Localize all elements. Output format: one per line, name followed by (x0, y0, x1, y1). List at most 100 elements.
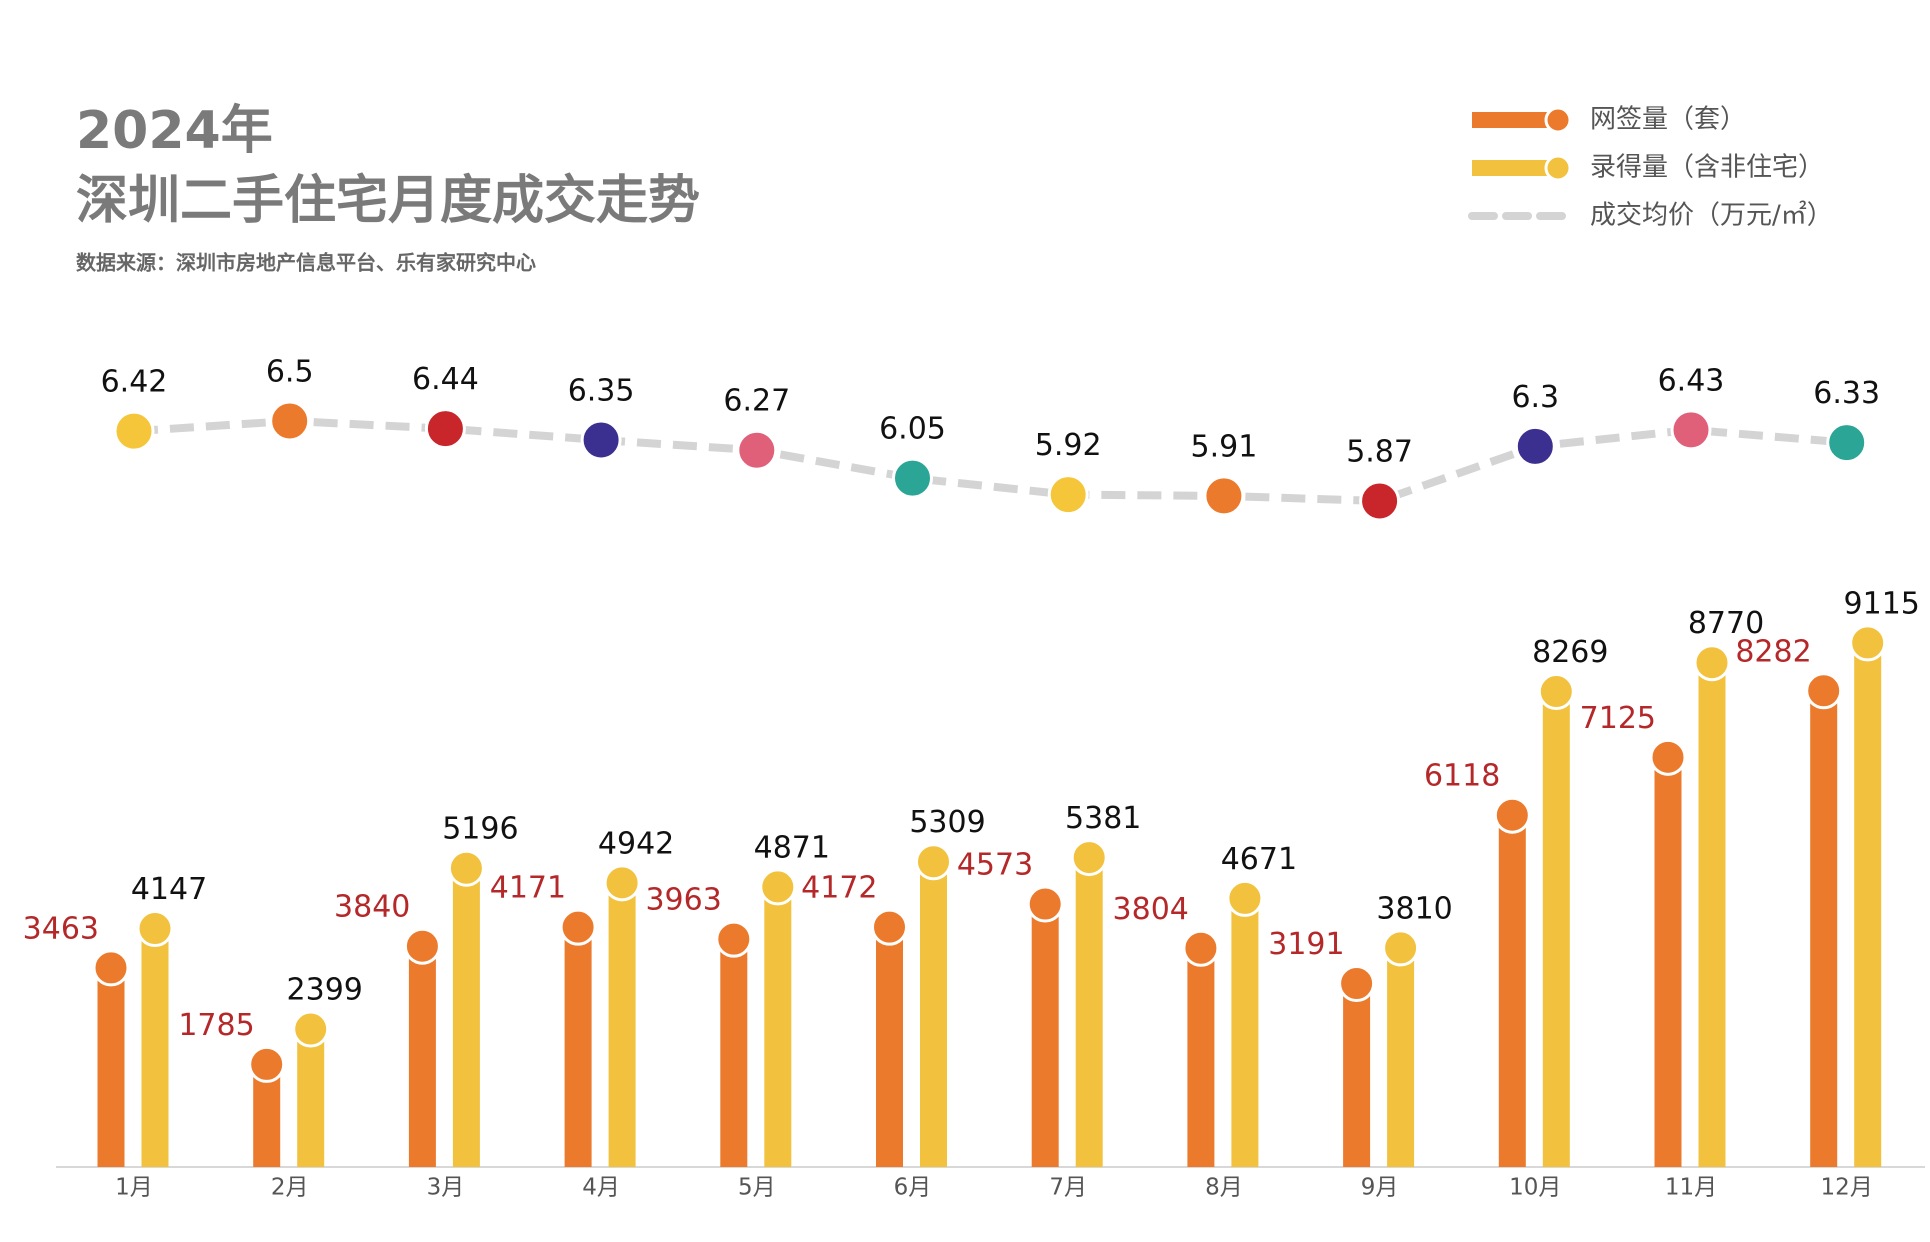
data-label: 3810 (1376, 891, 1452, 926)
bar-cap (292, 1010, 330, 1048)
bar-cap (1805, 672, 1843, 710)
bar-cap (248, 1045, 286, 1083)
data-label: 5.91 (1191, 429, 1258, 464)
bar (1810, 690, 1838, 1167)
bar-cap (1338, 965, 1376, 1003)
bar-cap (915, 843, 952, 881)
bar-cap (1226, 879, 1264, 917)
x-tick-label: 3月 (427, 1175, 465, 1201)
data-label: 8770 (1688, 606, 1764, 641)
data-label: 6.27 (723, 384, 790, 419)
legend-swatch (1544, 154, 1572, 182)
x-tick-label: 5月 (738, 1175, 776, 1201)
bar (720, 939, 748, 1167)
bar-cap (871, 908, 908, 946)
price-point (1359, 480, 1401, 522)
legend-label: 录得量（含非住宅） (1590, 153, 1824, 183)
data-label: 2399 (287, 973, 363, 1008)
bar-cap (1649, 738, 1687, 776)
data-label: 6.42 (101, 365, 168, 400)
bar-cap (1070, 839, 1108, 877)
data-label: 5.92 (1035, 428, 1102, 463)
bar-cap (603, 864, 641, 902)
legend-label: 网签量（套） (1590, 105, 1746, 135)
data-label: 4171 (490, 871, 566, 906)
x-tick-label: 10月 (1509, 1175, 1561, 1201)
bar (1654, 757, 1682, 1167)
x-tick-label: 12月 (1821, 1175, 1873, 1201)
price-line (133, 416, 1848, 506)
data-label: 9115 (1844, 586, 1920, 621)
bar-cap (1026, 885, 1064, 923)
data-label: 3804 (1113, 892, 1189, 927)
bar (1387, 947, 1415, 1167)
data-label: 8282 (1735, 634, 1811, 669)
price-point (1514, 425, 1556, 467)
x-tick-label: 1月 (115, 1175, 153, 1201)
x-tick-label: 2月 (271, 1175, 309, 1201)
bar (1031, 904, 1059, 1167)
x-tick-label: 11月 (1665, 1175, 1717, 1201)
bar-cap (559, 908, 597, 946)
price-point (1047, 474, 1089, 516)
bar (452, 868, 480, 1167)
bar-cap (1382, 929, 1420, 967)
data-label: 5196 (442, 812, 518, 847)
chart-title: 深圳二手住宅月度成交走势 (76, 171, 700, 231)
bar (97, 967, 125, 1167)
data-label: 7125 (1580, 701, 1656, 736)
bar-cap (136, 910, 174, 948)
chart-title: 2024年 (76, 101, 273, 161)
data-label: 1785 (178, 1008, 254, 1043)
legend-swatch (1472, 112, 1556, 128)
bar-cap (759, 868, 797, 906)
data-label: 4671 (1221, 842, 1297, 877)
x-tick-label: 4月 (582, 1175, 620, 1201)
price-point (1670, 409, 1712, 451)
bar-cap (403, 927, 441, 965)
bar-cap (1182, 929, 1220, 967)
data-label: 8269 (1532, 635, 1608, 670)
x-tick-label: 6月 (894, 1175, 932, 1201)
bar (1075, 857, 1103, 1167)
bar (1542, 691, 1570, 1167)
x-tick-label: 9月 (1361, 1175, 1399, 1201)
data-label: 6.35 (568, 374, 635, 409)
legend-label: 成交均价（万元/㎡） (1590, 201, 1833, 231)
bar (1854, 642, 1882, 1167)
bar (1698, 662, 1726, 1167)
bar-cap (1693, 644, 1731, 682)
bar (1343, 983, 1371, 1167)
data-label: 6.3 (1511, 380, 1559, 415)
bar-cap (447, 849, 485, 887)
bar (920, 861, 947, 1167)
price-point (424, 408, 466, 450)
data-label: 4942 (598, 826, 674, 861)
data-label: 6.33 (1813, 376, 1880, 411)
bar (608, 882, 636, 1167)
bar (1187, 948, 1215, 1167)
price-point (736, 429, 778, 471)
x-tick-label: 7月 (1049, 1175, 1087, 1201)
bar (564, 927, 592, 1167)
data-label: 5.87 (1346, 435, 1413, 470)
bar-cap (1849, 624, 1887, 662)
bar (764, 886, 792, 1167)
data-label: 3191 (1268, 927, 1344, 962)
data-label: 5309 (909, 805, 985, 840)
bar-cap (92, 949, 130, 987)
data-label: 6118 (1424, 759, 1500, 794)
data-label: 4573 (957, 848, 1033, 883)
data-label: 4172 (801, 871, 877, 906)
data-label: 6.44 (412, 362, 479, 397)
bar-cap (715, 920, 753, 958)
data-label: 4147 (131, 872, 207, 907)
data-label: 5381 (1065, 801, 1141, 836)
source: 数据来源：深圳市房地产信息平台、乐有家研究中心 (76, 251, 536, 275)
bar-cap (1493, 796, 1531, 834)
legend-swatch (1544, 106, 1572, 134)
legend-swatch (1472, 160, 1556, 176)
bar (1231, 898, 1259, 1167)
data-label: 6.43 (1658, 363, 1725, 398)
price-point (269, 400, 311, 442)
